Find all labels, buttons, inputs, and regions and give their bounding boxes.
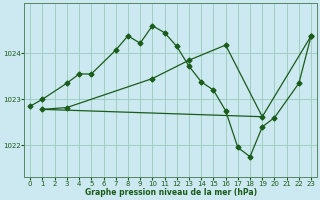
X-axis label: Graphe pression niveau de la mer (hPa): Graphe pression niveau de la mer (hPa) xyxy=(84,188,257,197)
